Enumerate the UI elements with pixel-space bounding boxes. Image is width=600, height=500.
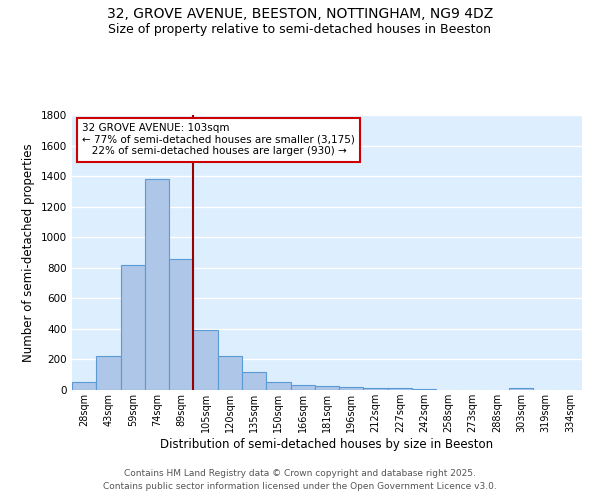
Bar: [193, 330, 218, 390]
Bar: [509, 388, 533, 390]
Text: Contains public sector information licensed under the Open Government Licence v3: Contains public sector information licen…: [103, 482, 497, 491]
Bar: [72, 382, 96, 390]
Bar: [266, 382, 290, 390]
Bar: [96, 356, 121, 390]
Bar: [339, 387, 364, 390]
Y-axis label: Number of semi-detached properties: Number of semi-detached properties: [22, 143, 35, 362]
Bar: [121, 264, 145, 390]
Bar: [290, 384, 315, 390]
Bar: [169, 258, 193, 390]
Text: Size of property relative to semi-detached houses in Beeston: Size of property relative to semi-detach…: [109, 22, 491, 36]
Bar: [388, 388, 412, 390]
Text: Contains HM Land Registry data © Crown copyright and database right 2025.: Contains HM Land Registry data © Crown c…: [124, 468, 476, 477]
Bar: [145, 179, 169, 390]
X-axis label: Distribution of semi-detached houses by size in Beeston: Distribution of semi-detached houses by …: [160, 438, 494, 451]
Bar: [315, 386, 339, 390]
Text: 32, GROVE AVENUE, BEESTON, NOTTINGHAM, NG9 4DZ: 32, GROVE AVENUE, BEESTON, NOTTINGHAM, N…: [107, 8, 493, 22]
Bar: [364, 388, 388, 390]
Bar: [218, 356, 242, 390]
Bar: [412, 389, 436, 390]
Text: 32 GROVE AVENUE: 103sqm
← 77% of semi-detached houses are smaller (3,175)
   22%: 32 GROVE AVENUE: 103sqm ← 77% of semi-de…: [82, 123, 355, 156]
Bar: [242, 372, 266, 390]
